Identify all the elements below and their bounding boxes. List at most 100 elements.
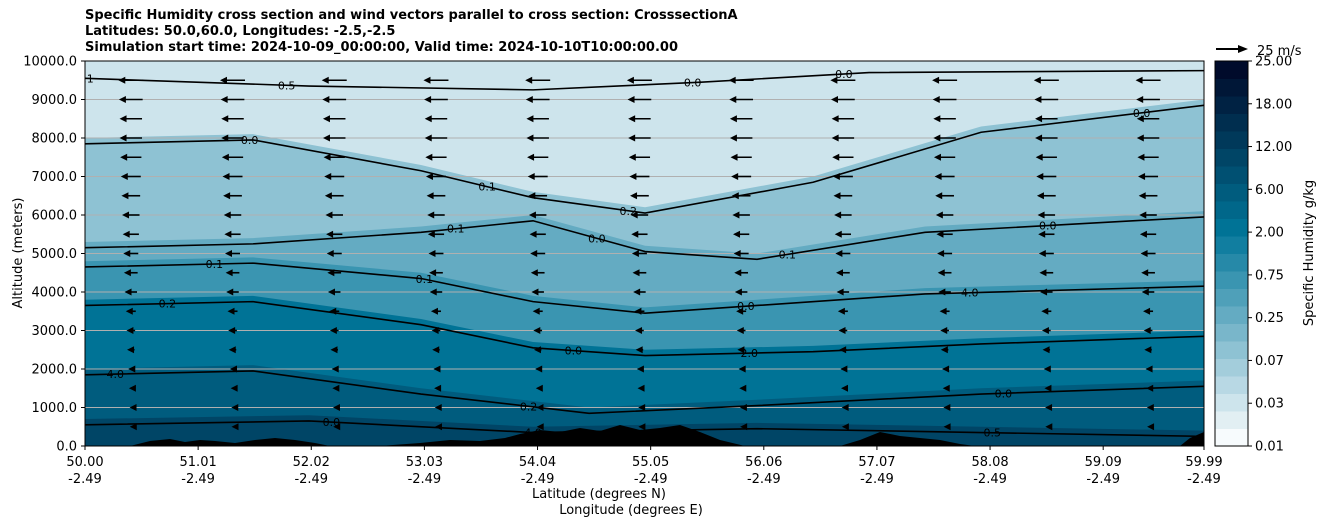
colorbar-segment [1215,61,1248,79]
wind-vector [1135,76,1161,84]
contour-label-17: 0.1 [416,273,434,286]
wind-vector [934,173,955,180]
wind-vector [631,230,648,238]
y-tick-label: 10000.0 [23,55,77,70]
wind-vector [535,384,543,392]
wind-vector [1143,307,1154,315]
wind-vector [627,96,652,103]
wind-vector [835,250,851,257]
contour-label-21: 0.0 [835,68,853,81]
wind-vector [332,404,340,411]
wind-vector [533,327,543,334]
wind-vector [122,211,140,219]
wind-vector [833,192,853,200]
x-tick-label-lon: -2.49 [860,472,894,487]
wind-vector [230,365,238,373]
wind-vector [1147,423,1155,431]
wind-vector [529,230,546,238]
wind-vector [118,76,144,84]
title-line-3: Simulation start time: 2024-10-09_00:00:… [85,40,678,55]
wind-vector [321,76,347,84]
contour-label-4: 0.0 [565,345,583,358]
wind-vector [1034,96,1059,103]
quiver-key-arrowhead [1238,45,1248,53]
colorbar-segment [1215,96,1248,114]
wind-vector [1140,250,1156,257]
wind-vector [834,230,851,238]
contour-line-5 [85,370,1204,415]
title-line-2: Latitudes: 50.0,60.0, Longitudes: -2.5,-… [85,24,396,39]
wind-vector [228,327,237,334]
wind-vector [423,76,449,84]
wind-vector [940,327,949,334]
x-tick-label-lat: 58.08 [971,455,1008,470]
wind-vector [530,250,546,257]
colorbar-tick-label: 25.00 [1255,55,1292,70]
wind-vector [221,153,244,161]
x-tick-label-lat: 51.01 [180,455,217,470]
wind-vector [123,250,139,257]
colorbar-segment [1215,306,1248,324]
wind-vector [1043,365,1051,373]
wind-vector [230,384,238,392]
wind-vector [635,327,644,334]
wind-vector [424,115,448,123]
wind-vector [428,250,444,257]
wind-vector [431,327,441,334]
colorbar-tick-label: 6.00 [1255,183,1284,198]
wind-vector [433,365,441,373]
wind-vector [935,192,954,200]
wind-vector [1035,134,1058,142]
wind-vector [943,404,951,411]
wind-vector [330,346,338,354]
contour-label-23: 0.0 [588,232,606,245]
wind-vector [736,327,746,334]
wind-vector [939,307,950,315]
wind-vector [738,365,746,373]
colorbar-segment [1215,393,1248,412]
wind-vector [1143,327,1153,334]
wind-vector [638,423,646,431]
wind-vector [933,153,956,161]
wind-vector [740,423,748,431]
wind-vector [734,269,749,277]
wind-vector [840,365,848,373]
colorbar-segment [1215,288,1248,307]
colorbar-segment [1215,253,1248,272]
wind-vector [227,307,238,315]
colorbar-segment [1215,376,1248,394]
wind-vector [225,250,241,257]
wind-vector [1036,173,1057,180]
x-axis: 50.00 -2.49 51.01 -2.49 52.02 -2.49 53.03 -2.49… [66,446,1223,487]
colorbar-segment [1215,323,1248,342]
wind-vector [434,404,442,411]
wind-vector [533,346,542,354]
wind-vector [222,173,243,180]
x-axis-label-latitude: Latitude (degrees N) [532,487,666,502]
wind-vector [1038,230,1055,238]
wind-vector [332,384,340,392]
wind-vector [628,115,651,123]
wind-vector [231,404,239,411]
x-tick-label-lat: 54.04 [519,455,556,470]
wind-vector [1137,153,1159,161]
wind-vector [526,115,549,123]
contour-label-8: 0.0 [1133,107,1151,120]
contour-label-7: 0.0 [684,77,702,90]
wind-vector [527,173,548,180]
wind-vector [629,173,650,180]
wind-vector [731,173,752,180]
wind-vector [226,288,239,296]
wind-vector [936,230,953,238]
title-line-1: Specific Humidity cross section and wind… [85,8,738,23]
wind-vector [839,346,847,354]
contour-label-0: 0.1 [76,72,94,85]
colorbar-segment [1215,201,1248,219]
colorbar-segment [1215,78,1248,97]
wind-vector [223,211,242,219]
wind-vector [1136,115,1160,123]
colorbar-segment [1215,428,1248,447]
wind-vector [425,153,447,161]
colorbar-segment [1215,183,1248,202]
wind-vector [729,134,753,142]
